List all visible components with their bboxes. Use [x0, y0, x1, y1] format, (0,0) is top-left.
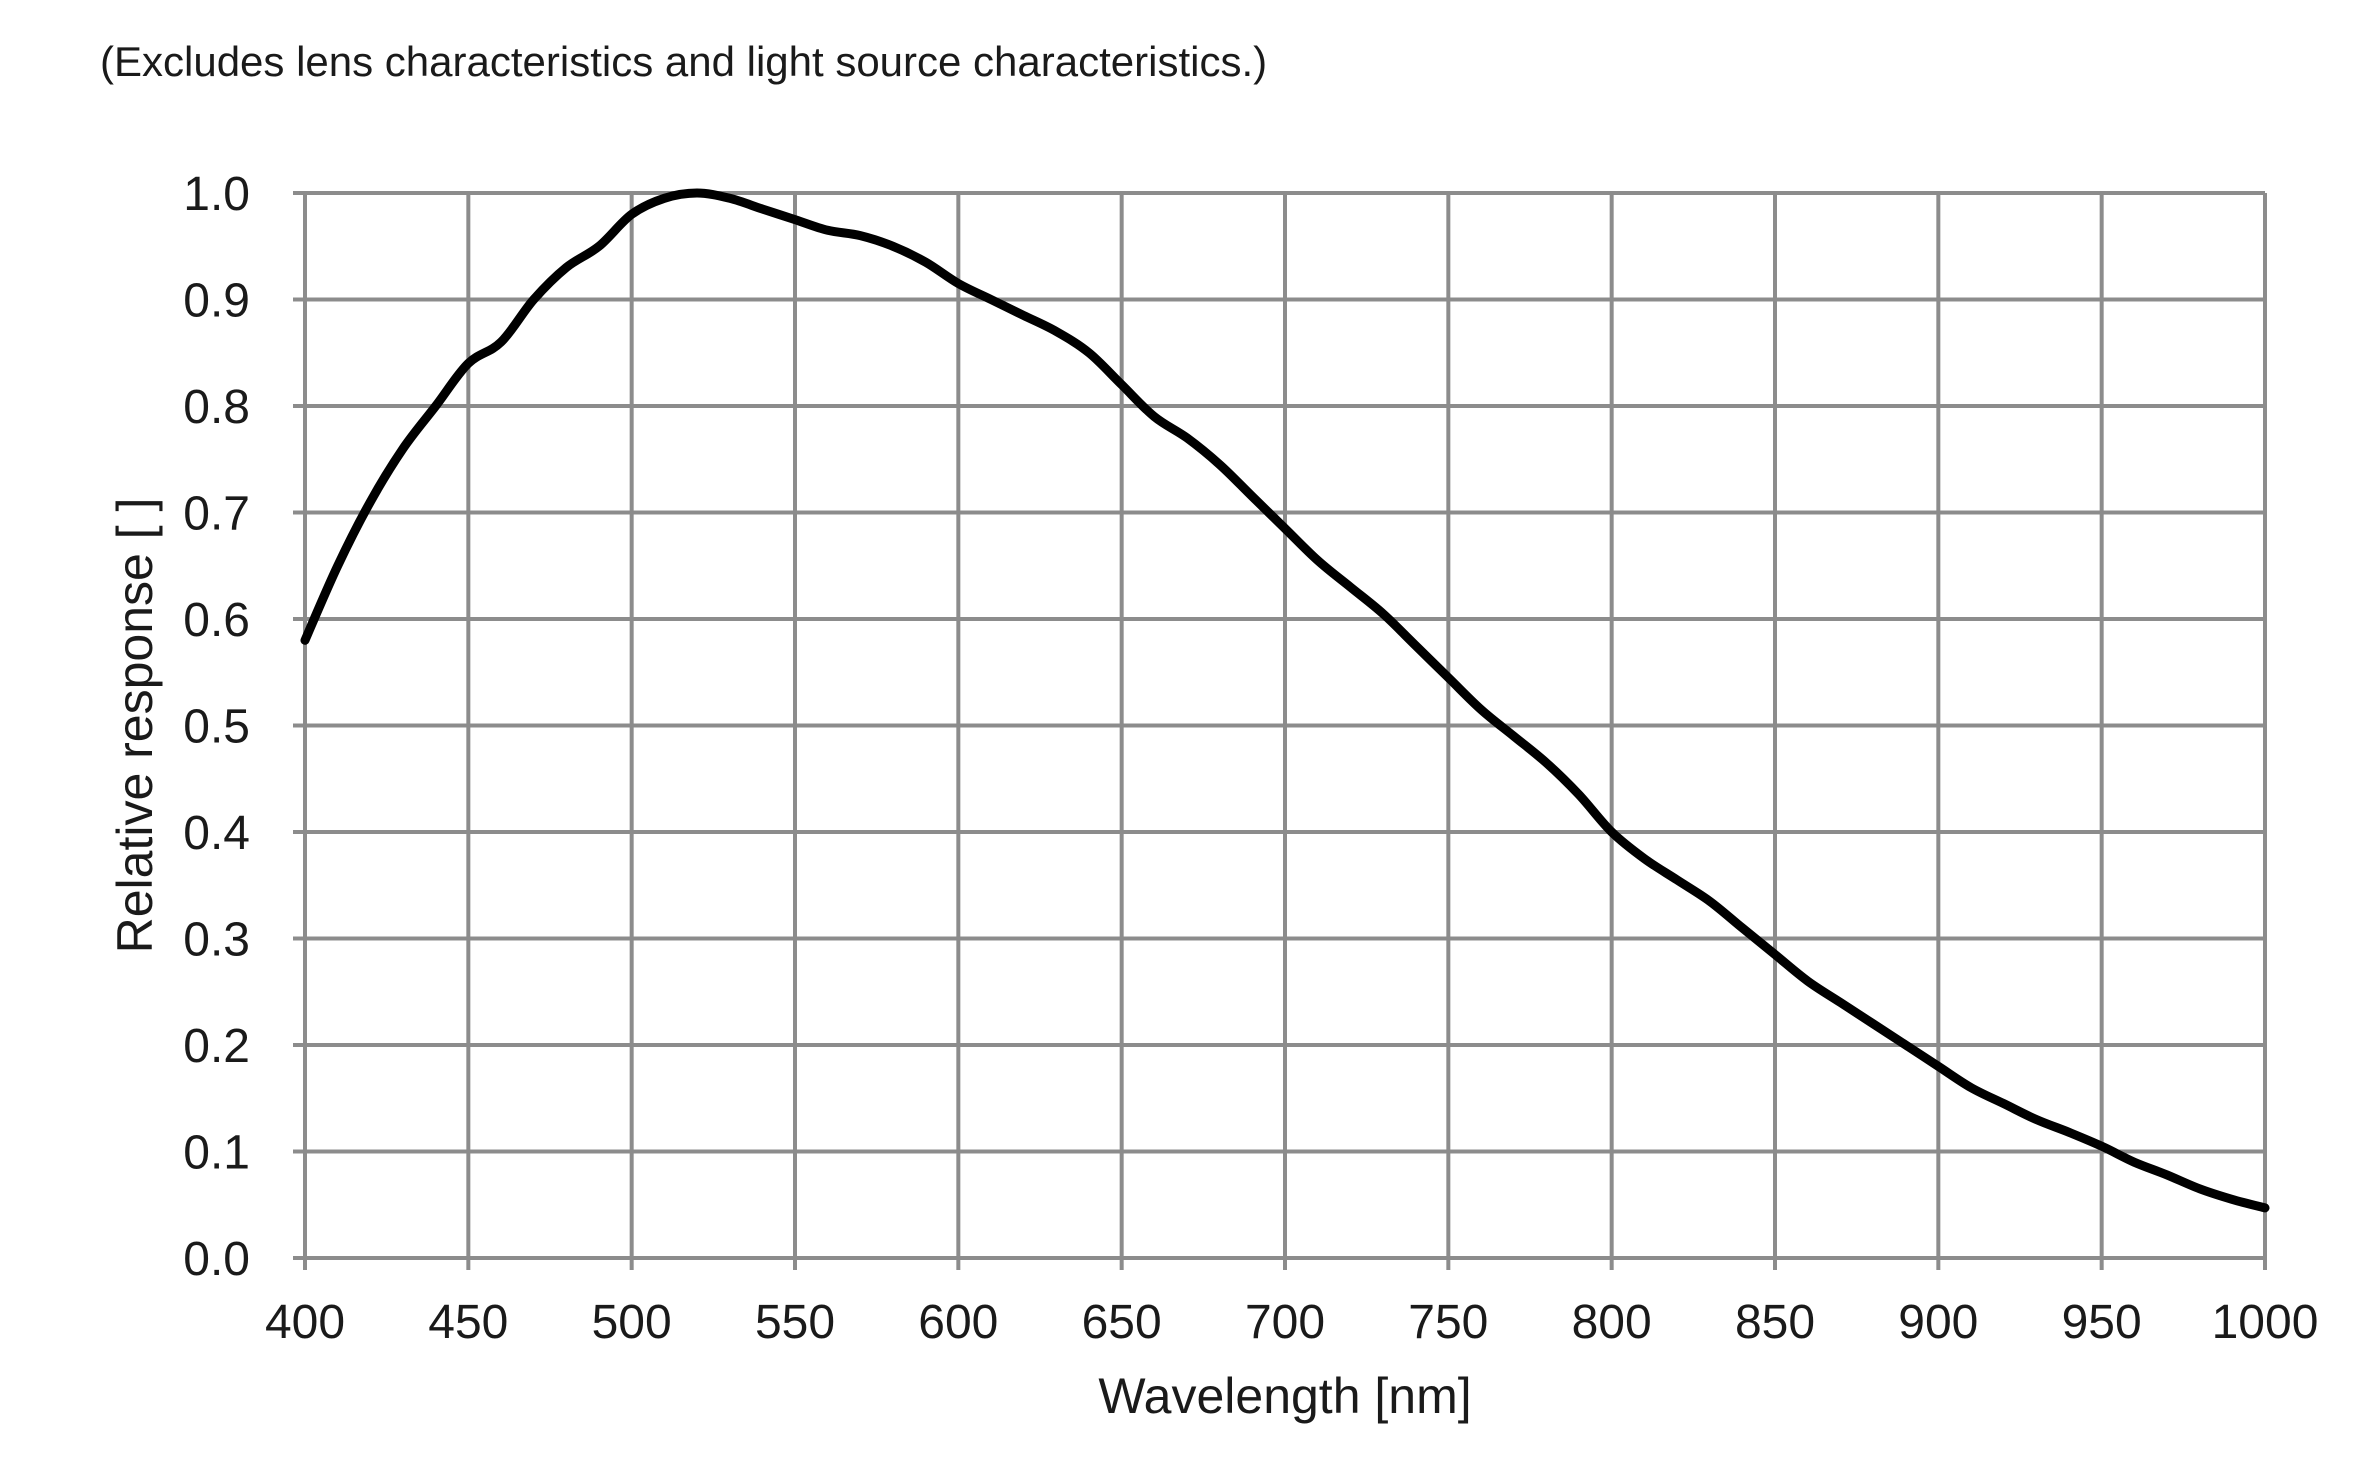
y-tick-label: 0.9	[183, 275, 250, 328]
y-tick-label: 0.3	[183, 914, 250, 967]
y-axis-title: Relative response [ ]	[107, 498, 163, 954]
x-tick-label: 850	[1735, 1296, 1815, 1349]
x-tick-label: 500	[592, 1296, 672, 1349]
x-axis-title: Wavelength [nm]	[1098, 1368, 1471, 1424]
series-layer	[300, 188, 2270, 1213]
x-tick-label: 550	[755, 1296, 835, 1349]
x-tick-label: 1000	[2212, 1296, 2319, 1349]
chart-note: (Excludes lens characteristics and light…	[100, 38, 1268, 85]
y-tick-label: 1.0	[183, 168, 250, 221]
x-tick-label: 700	[1245, 1296, 1325, 1349]
y-tick-label: 0.5	[183, 701, 250, 754]
x-tick-label: 950	[2062, 1296, 2142, 1349]
x-tick-label: 650	[1082, 1296, 1162, 1349]
x-tick-label: 600	[918, 1296, 998, 1349]
y-tick-label: 0.1	[183, 1127, 250, 1180]
x-tick-label: 400	[265, 1296, 345, 1349]
y-tick-label: 0.7	[183, 488, 250, 541]
y-tick-label: 0.2	[183, 1020, 250, 1073]
x-tick-label: 450	[428, 1296, 508, 1349]
y-tick-label: 0.6	[183, 594, 250, 647]
y-tick-label: 0.0	[183, 1233, 250, 1286]
x-tick-label: 800	[1572, 1296, 1652, 1349]
y-axis-ticks: 0.0 0.1 0.2 0.3 0.4 0.5 0.6 0.7 0.8 0.9 1.0	[183, 168, 250, 1286]
x-tick-label: 900	[1898, 1296, 1978, 1349]
grid	[293, 191, 2267, 1270]
x-axis-ticks: 400 450 500 550 600 650 700 750 800 850 900 950 1000	[265, 1296, 2318, 1349]
y-tick-label: 0.4	[183, 807, 250, 860]
x-tick-label: 750	[1408, 1296, 1488, 1349]
y-tick-label: 0.8	[183, 381, 250, 434]
series-line-0	[300, 188, 2270, 1213]
